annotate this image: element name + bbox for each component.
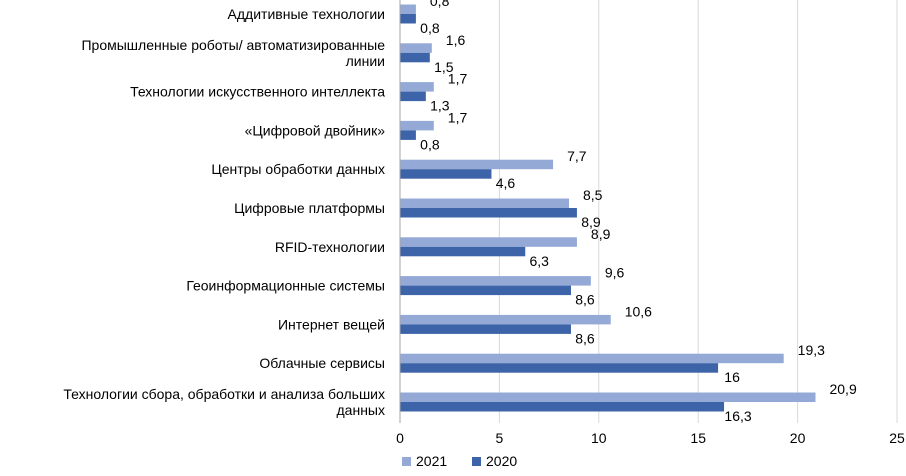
data-label-2020: 16 <box>724 369 740 385</box>
bar-2020 <box>400 402 725 412</box>
bars-layer <box>400 4 816 412</box>
grid-layer <box>498 0 898 423</box>
data-label-2021: 8,5 <box>583 187 603 203</box>
data-label-2021: 0,8 <box>430 0 450 9</box>
bar-2021 <box>400 82 434 92</box>
data-label-2020: 8,6 <box>575 330 595 346</box>
bar-2020 <box>400 324 571 334</box>
category-label: Технологии искусственного интеллекта <box>130 84 385 100</box>
category-label: Центры обработки данных <box>211 161 385 177</box>
bar-2021 <box>400 353 784 364</box>
data-label-2021: 7,7 <box>567 148 587 164</box>
data-label-2020: 8,6 <box>575 292 595 308</box>
bar-2020 <box>400 130 416 140</box>
legend-swatch-2020 <box>472 457 481 466</box>
data-label-2020: 0,8 <box>420 20 440 36</box>
x-tick-label: 0 <box>396 430 404 446</box>
bar-2021 <box>400 392 816 402</box>
legend-label-2021: 2021 <box>416 453 447 469</box>
data-label-2020: 1,5 <box>434 59 454 75</box>
bar-2020 <box>400 246 526 257</box>
data-label-2021: 1,6 <box>446 32 466 48</box>
data-label-2020: 0,8 <box>420 136 440 152</box>
category-label: Геоинформационные системы <box>186 278 385 294</box>
bar-2020 <box>400 208 577 218</box>
bar-2020 <box>400 91 426 102</box>
bar-2021 <box>400 276 591 286</box>
category-label: линии <box>346 53 385 69</box>
data-label-2020: 8,9 <box>581 214 601 230</box>
data-label-2021: 19,3 <box>798 342 825 358</box>
data-label-2020: 16,3 <box>724 408 751 424</box>
bar-2021 <box>400 120 434 131</box>
axis-layer: 0 5 10 15 20 25 <box>396 0 905 446</box>
bar-2021 <box>400 159 554 170</box>
bar-2021 <box>400 43 432 53</box>
legend-swatch-2021 <box>402 457 411 466</box>
category-label: Цифровые платформы <box>234 200 385 216</box>
category-label: Технологии сбора, обработки и анализа бо… <box>63 386 385 402</box>
data-label-2021: 1,7 <box>448 71 468 87</box>
bar-2020 <box>400 363 719 373</box>
category-label: Облачные сервисы <box>259 355 385 371</box>
category-label: Аддитивные технологии <box>228 6 385 22</box>
bar-2021 <box>400 198 569 208</box>
x-tick-label: 25 <box>889 430 905 446</box>
data-label-2020: 1,3 <box>430 98 450 114</box>
data-label-2021: 1,7 <box>448 109 468 125</box>
x-tick-label: 20 <box>790 430 806 446</box>
bar-2020 <box>400 169 492 179</box>
x-tick-label: 15 <box>690 430 706 446</box>
data-label-2021: 10,6 <box>625 303 652 319</box>
data-label-2021: 8,9 <box>591 226 611 242</box>
bar-2020 <box>400 14 416 24</box>
category-label: Промышленные роботы/ автоматизированные <box>81 37 385 53</box>
data-label-2020: 6,3 <box>530 253 550 269</box>
data-label-2021: 20,9 <box>829 381 856 397</box>
data-label-2020: 4,6 <box>496 175 516 191</box>
bar-2021 <box>400 237 577 247</box>
x-tick-label: 10 <box>591 430 607 446</box>
bar-2021 <box>400 4 416 14</box>
legend: 2021 2020 <box>402 453 517 469</box>
bar-2021 <box>400 314 611 325</box>
bar-2020 <box>400 52 430 63</box>
labels-layer: Аддитивные технологии 0,8 0,8 Промышленные … <box>63 0 857 424</box>
data-label-2021: 9,6 <box>605 265 625 281</box>
x-tick-label: 5 <box>496 430 504 446</box>
category-label: «Цифровой двойник» <box>245 122 386 138</box>
bar-2020 <box>400 285 571 296</box>
category-label: Интернет вещей <box>278 316 385 332</box>
category-label: данных <box>337 402 385 418</box>
legend-label-2020: 2020 <box>486 453 517 469</box>
category-label: RFID-технологии <box>275 239 385 255</box>
